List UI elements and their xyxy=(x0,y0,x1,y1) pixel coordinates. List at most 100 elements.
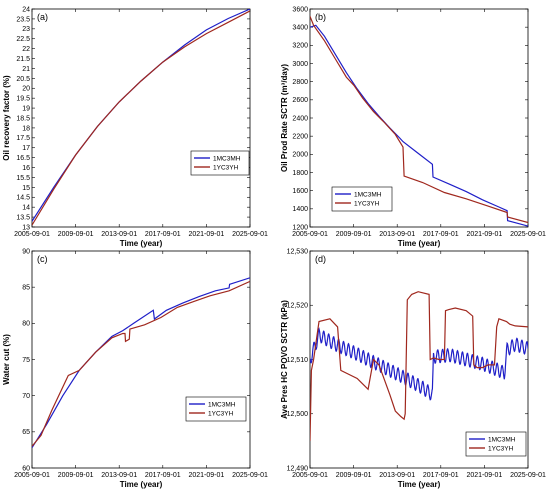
y-tick-label: 12,500 xyxy=(287,411,309,418)
y-tick-label: 1600 xyxy=(292,188,308,195)
y-axis-label: Oil recovery factor (%) xyxy=(2,75,11,161)
series-line-1YC3YH xyxy=(310,291,528,441)
legend: 1MC3MH 1YC3YH xyxy=(190,150,250,176)
chart-panel-4: 12,490 12,500 12,510 12,520 12,530 2005-09-01… xyxy=(280,248,546,489)
legend-label: 1YC3YH xyxy=(213,164,239,171)
y-tick-label: 15 xyxy=(22,185,30,192)
y-tick-label: 12,520 xyxy=(287,303,309,310)
y-tick-label: 13.5 xyxy=(16,214,30,221)
y-tick-label: 21.5 xyxy=(16,56,30,63)
y-tick-label: 12,530 xyxy=(287,248,309,255)
y-tick-label: 19.5 xyxy=(16,96,30,103)
y-tick-label: 17 xyxy=(22,145,30,152)
panel-label: (d) xyxy=(315,254,326,264)
y-tick-label: 18 xyxy=(22,125,30,132)
y-tick-label: 23 xyxy=(22,26,30,33)
x-tick-label: 2009-09-01 xyxy=(58,472,94,479)
y-tick-label: 3000 xyxy=(292,61,308,68)
x-tick-label: 2025-09-01 xyxy=(232,472,268,479)
y-tick-label: 60 xyxy=(22,465,30,472)
y-tick-label: 2400 xyxy=(292,115,308,122)
y-tick-label: 1400 xyxy=(292,206,308,213)
y-tick-label: 2600 xyxy=(292,97,308,104)
legend: 1MC3MH 1YC3YH xyxy=(465,431,527,457)
panel-label: (a) xyxy=(37,12,48,22)
y-tick-label: 22.5 xyxy=(16,36,30,43)
y-tick-label: 14.5 xyxy=(16,195,30,202)
y-tick-label: 3200 xyxy=(292,43,308,50)
legend-label: 1YC3YH xyxy=(488,445,514,452)
y-tick-label: 3400 xyxy=(292,25,308,32)
series-line-1YC3YH xyxy=(310,16,528,224)
x-tick-label: 2005-09-01 xyxy=(292,231,328,238)
chart-panel-2: 1200 1400 1600 1800 2000 2200 2400 2600 2800 3000… xyxy=(280,6,546,248)
x-tick-label: 2017-09-01 xyxy=(423,231,459,238)
legend-label: 1MC3MH xyxy=(208,401,236,408)
x-tick-label: 2013-09-01 xyxy=(101,472,137,479)
y-tick-label: 12,510 xyxy=(287,357,309,364)
x-tick-label: 2017-09-01 xyxy=(423,472,459,479)
x-tick-label: 2013-09-01 xyxy=(379,231,415,238)
y-tick-label: 2000 xyxy=(292,152,308,159)
chart-panel-3: 60 65 70 75 80 85 90 2005-09-01 2009-09-01 2013-0… xyxy=(2,248,268,489)
x-tick-label: 2025-09-01 xyxy=(510,231,546,238)
x-axis-label: Time (year) xyxy=(398,239,441,248)
x-tick-label: 2013-09-01 xyxy=(101,231,137,238)
y-tick-label: 12,490 xyxy=(287,465,309,472)
y-tick-label: 13 xyxy=(22,224,30,231)
y-tick-label: 20 xyxy=(22,86,30,93)
legend-box xyxy=(331,186,393,212)
x-tick-label: 2009-09-01 xyxy=(336,472,372,479)
x-tick-label: 2025-09-01 xyxy=(232,231,268,238)
legend-label: 1YC3YH xyxy=(208,410,234,417)
y-axis-label: Ave Pres HC POVO SCTR (kPa) xyxy=(280,300,289,419)
y-axis-label: Water cut (%) xyxy=(2,334,11,385)
series-line-1MC3MH xyxy=(32,277,250,449)
x-tick-label: 2025-09-01 xyxy=(510,472,546,479)
y-tick-label: 23.5 xyxy=(16,16,30,23)
y-tick-label: 21 xyxy=(22,66,30,73)
y-tick-label: 14 xyxy=(22,205,30,212)
legend-label: 1YC3YH xyxy=(354,200,380,207)
y-tick-label: 1200 xyxy=(292,224,308,231)
plot-frame xyxy=(31,8,251,228)
legend-label: 1MC3MH xyxy=(354,191,382,198)
legend-box xyxy=(190,150,250,176)
y-tick-label: 22 xyxy=(22,46,30,53)
y-tick-label: 19 xyxy=(22,105,30,112)
panel-label: (c) xyxy=(37,254,48,264)
x-axis-label: Time (year) xyxy=(398,480,441,489)
panel-label: (b) xyxy=(315,12,326,22)
y-tick-label: 16.5 xyxy=(16,155,30,162)
x-tick-label: 2021-09-01 xyxy=(466,472,502,479)
x-tick-label: 2017-09-01 xyxy=(145,231,181,238)
y-tick-label: 24 xyxy=(22,6,30,13)
y-tick-label: 15.5 xyxy=(16,175,30,182)
x-tick-label: 2009-09-01 xyxy=(336,231,372,238)
y-tick-label: 2200 xyxy=(292,134,308,141)
x-tick-label: 2017-09-01 xyxy=(145,472,181,479)
legend-box xyxy=(185,396,247,422)
y-axis-label: Oil Prod Rate SCTR (m³/day) xyxy=(280,64,289,172)
legend-box xyxy=(465,431,527,457)
y-tick-label: 18.5 xyxy=(16,115,30,122)
series-line-1MC3MH xyxy=(310,327,528,401)
y-tick-label: 70 xyxy=(22,393,30,400)
x-tick-label: 2021-09-01 xyxy=(188,472,224,479)
legend: 1MC3MH 1YC3YH xyxy=(331,186,393,212)
y-tick-label: 16 xyxy=(22,165,30,172)
series-line-1MC3MH xyxy=(310,24,528,227)
x-tick-label: 2013-09-01 xyxy=(379,472,415,479)
plot-frame xyxy=(31,250,251,469)
x-tick-label: 2021-09-01 xyxy=(188,231,224,238)
y-tick-label: 65 xyxy=(22,429,30,436)
x-tick-label: 2005-09-01 xyxy=(14,231,50,238)
x-tick-label: 2005-09-01 xyxy=(292,472,328,479)
y-tick-label: 20.5 xyxy=(16,76,30,83)
y-tick-label: 80 xyxy=(22,321,30,328)
x-tick-label: 2005-09-01 xyxy=(14,472,50,479)
y-tick-label: 2800 xyxy=(292,79,308,86)
x-axis-label: Time (year) xyxy=(120,480,163,489)
y-tick-label: 3600 xyxy=(292,6,308,13)
